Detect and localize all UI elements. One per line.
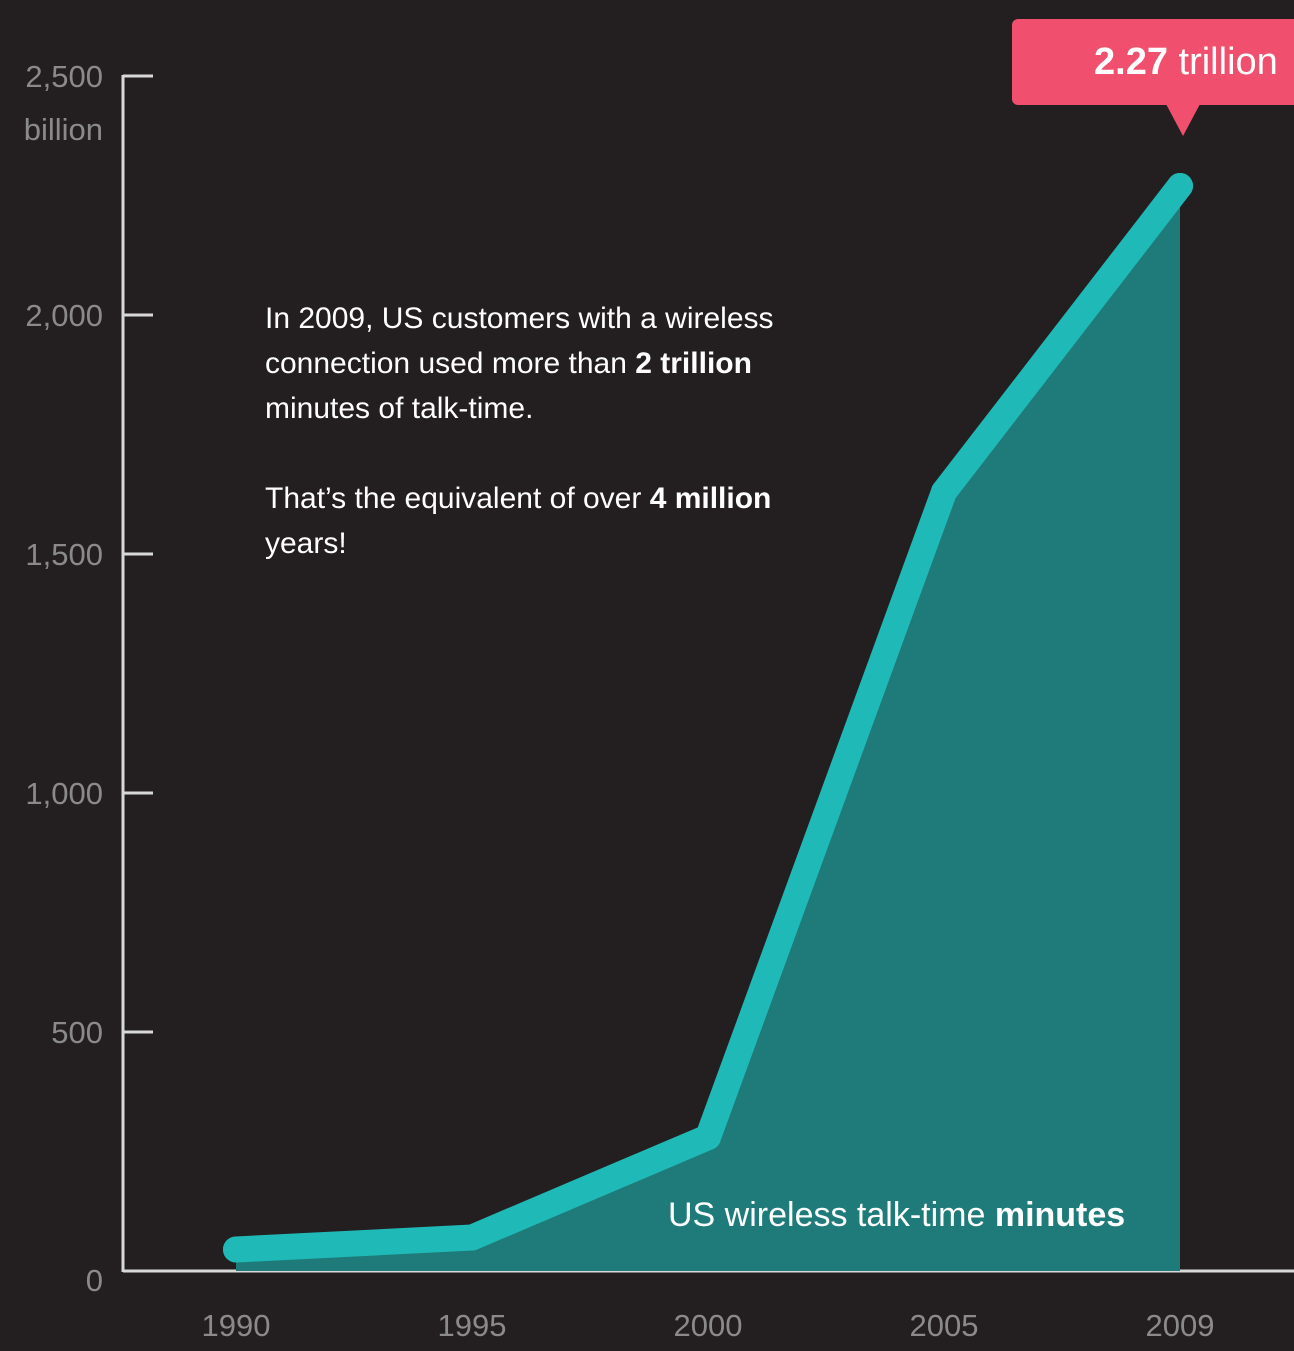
x-tick-label-2000: 2000 bbox=[674, 1308, 743, 1343]
data-point-1995 bbox=[459, 1224, 485, 1251]
y-tick-label: 1,500 bbox=[25, 537, 103, 572]
series-label-bold: minutes bbox=[994, 1196, 1126, 1234]
y-tick-label: 1,000 bbox=[25, 776, 103, 811]
annotation-p1-text-a: In 2009, US customers with a wireless co… bbox=[265, 302, 774, 380]
annotation-text: In 2009, US customers with a wireless co… bbox=[265, 296, 825, 611]
y-unit-label: billion bbox=[24, 112, 103, 147]
series-line-group bbox=[223, 172, 1193, 1263]
y-tick-label: 2,000 bbox=[25, 298, 103, 333]
x-ticks: 1990 1995 2000 2005 2009 bbox=[202, 1308, 1215, 1343]
y-tick-label: 500 bbox=[51, 1015, 103, 1050]
annotation-p2-text-b: years! bbox=[265, 527, 347, 560]
area-fill-group bbox=[236, 185, 1180, 1272]
series-label: US wireless talk-time minutes bbox=[668, 1196, 1125, 1235]
annotation-p2-text-a: That’s the equivalent of over bbox=[265, 482, 650, 515]
callout-value: 2.27 bbox=[1094, 41, 1168, 83]
x-tick-label-1995: 1995 bbox=[438, 1308, 507, 1343]
annotation-paragraph-2: That’s the equivalent of over 4 million … bbox=[265, 476, 825, 566]
data-point-2000 bbox=[695, 1124, 721, 1151]
annotation-p1-highlight: 2 trillion bbox=[635, 347, 752, 380]
data-point-2009 bbox=[1167, 172, 1193, 199]
data-point-2005 bbox=[931, 478, 957, 505]
callout-pointer bbox=[1166, 104, 1200, 136]
x-tick-label-1990: 1990 bbox=[202, 1308, 271, 1343]
y-tick-label: 2,500 bbox=[25, 59, 103, 94]
series-area-fill bbox=[236, 185, 1180, 1272]
x-tick-label-2005: 2005 bbox=[910, 1308, 979, 1343]
y-tick-label: 0 bbox=[86, 1263, 103, 1298]
annotation-paragraph-1: In 2009, US customers with a wireless co… bbox=[265, 296, 825, 431]
value-callout: 2.27 trillion bbox=[1012, 19, 1294, 105]
x-tick-label-2009: 2009 bbox=[1146, 1308, 1215, 1343]
data-point-1990 bbox=[223, 1236, 249, 1263]
callout-unit: trillion bbox=[1167, 41, 1278, 83]
y-ticks: 0 500 1,000 1,500 2,000 2,500 billion bbox=[24, 59, 153, 1298]
series-label-regular: US wireless talk-time bbox=[668, 1196, 995, 1234]
annotation-p1-text-b: minutes of talk-time. bbox=[265, 392, 534, 425]
annotation-p2-highlight: 4 million bbox=[649, 482, 772, 515]
